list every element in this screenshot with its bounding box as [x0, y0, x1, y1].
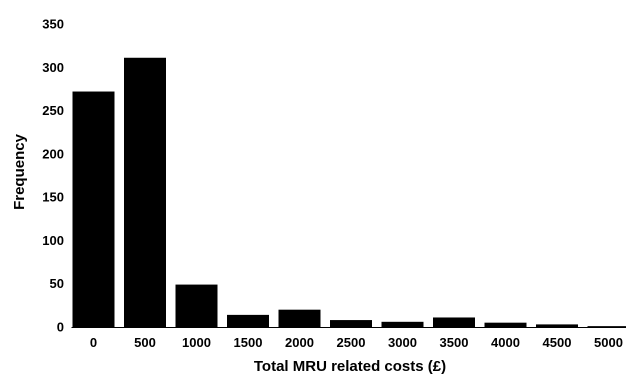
- bar-2000: [278, 309, 321, 327]
- y-tick-label: 50: [50, 276, 64, 291]
- bar-2500: [330, 320, 372, 327]
- y-tick-label: 350: [42, 17, 64, 32]
- y-axis-ticks: 0 50 100 150 200 250 300 350: [42, 17, 64, 335]
- x-tick-label: 3500: [440, 335, 469, 350]
- bars: [72, 57, 626, 328]
- x-tick-label: 5000: [594, 335, 623, 350]
- bar-4000: [484, 322, 527, 327]
- x-axis-title: Total MRU related costs (£): [254, 358, 446, 375]
- bar-4500: [536, 324, 578, 327]
- bar-3500: [433, 317, 475, 327]
- x-tick-label: 3000: [388, 335, 417, 350]
- x-tick-label: 1000: [182, 335, 211, 350]
- bar-5000: [587, 326, 626, 327]
- bar-0: [72, 91, 115, 327]
- bar-500: [124, 57, 166, 328]
- y-tick-label: 0: [57, 320, 64, 335]
- bar-3000: [381, 321, 424, 327]
- y-tick-label: 150: [42, 190, 64, 205]
- y-tick-label: 200: [42, 146, 64, 161]
- y-axis-title: Frequency: [11, 133, 28, 210]
- x-tick-label: 4500: [543, 335, 572, 350]
- x-tick-label: 1500: [234, 335, 263, 350]
- y-tick-label: 100: [42, 233, 64, 248]
- y-tick-label: 250: [42, 103, 64, 118]
- x-tick-label: 500: [134, 335, 156, 350]
- bar-1000: [175, 284, 218, 327]
- x-tick-label: 0: [90, 335, 97, 350]
- bar-1500: [227, 314, 269, 327]
- y-tick-label: 300: [42, 60, 64, 75]
- x-tick-label: 4000: [491, 335, 520, 350]
- x-axis-ticks: 0 500 1000 1500 2000 2500 3000 3500 4000 4500 5000: [90, 335, 623, 350]
- x-tick-label: 2500: [337, 335, 366, 350]
- x-tick-label: 2000: [285, 335, 314, 350]
